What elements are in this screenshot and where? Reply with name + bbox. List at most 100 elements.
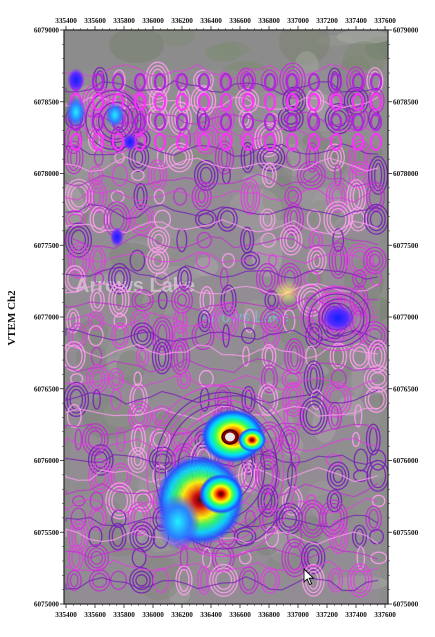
contour-ring — [131, 547, 147, 568]
yellow-glow — [273, 280, 301, 304]
contour-ring — [285, 147, 301, 168]
contour-ring — [331, 245, 346, 276]
contour-ring — [302, 167, 320, 183]
contour-ring — [219, 92, 233, 112]
terrain-patch — [336, 30, 388, 45]
contour-ring — [356, 546, 366, 570]
contour-ring — [325, 453, 342, 467]
contour-ring — [222, 323, 230, 348]
contour-ring — [333, 164, 342, 187]
contour-ring — [256, 143, 286, 172]
contour-ring — [92, 291, 102, 309]
blue-anomaly-north-3 — [123, 133, 137, 151]
contour-ring — [131, 146, 147, 169]
contour-ring — [286, 206, 302, 232]
y-tick-label-left: 6078500 — [34, 98, 60, 106]
contour-ring — [66, 308, 81, 334]
anomaly-contour — [300, 285, 375, 352]
contour-ring — [193, 124, 220, 155]
contour-ring — [371, 159, 386, 192]
contour-ring — [369, 112, 383, 132]
terrain-patch — [205, 43, 242, 62]
x-tick-label-top: 336200 — [171, 17, 193, 25]
y-tick-label-right: 6076500 — [393, 385, 419, 393]
contour-ring — [352, 346, 368, 367]
x-tick-label-bottom: 336000 — [142, 611, 164, 619]
contour-ring — [133, 183, 148, 211]
side-title: VTEM Ch2 — [6, 290, 18, 346]
y-tick-label-left: 6077500 — [34, 242, 60, 250]
contour-ring — [351, 92, 365, 112]
contour-ring — [113, 466, 129, 486]
contour-ring — [74, 428, 83, 451]
contour-ring — [173, 308, 188, 334]
y-tick-label-right: 6077500 — [393, 242, 419, 250]
blue-anomaly-northwest — [66, 96, 86, 128]
contour-ring — [329, 92, 343, 112]
contour-ring — [108, 263, 131, 295]
x-tick-label-bottom: 335600 — [84, 611, 106, 619]
contour-ring — [111, 371, 121, 387]
contour-ring — [153, 166, 162, 185]
contour-ring — [128, 143, 150, 173]
contour-ring — [281, 486, 303, 516]
contour-ring — [368, 253, 381, 268]
contour-ring — [111, 526, 124, 547]
contour-ring — [202, 289, 212, 311]
contour-ring — [108, 485, 132, 516]
main-anomaly-north-2 — [238, 428, 266, 452]
contour-ring — [263, 132, 277, 152]
contour-ring — [199, 286, 215, 315]
contour-ring — [353, 469, 369, 482]
x-tick-label-top: 336600 — [229, 17, 251, 25]
contour-ring — [322, 381, 352, 418]
contour-ring — [281, 369, 303, 389]
contour-ring — [285, 92, 299, 112]
contour-ring — [254, 456, 280, 495]
y-axis-right: 6079000 6078500 6078000 6077500 6077000 60765… — [388, 27, 419, 609]
contour-ring — [91, 132, 105, 152]
x-tick-label-bottom: 336400 — [200, 611, 222, 619]
blue-anomaly-mid — [110, 227, 124, 247]
contour-ring — [303, 544, 323, 571]
contour-ring — [303, 270, 321, 287]
contour-ring — [191, 182, 212, 211]
x-tick-label-bottom: 337600 — [374, 611, 396, 619]
x-axis-top: 335400 335600 335800 336000 336200 336400 3366… — [55, 17, 396, 30]
contour-ring — [219, 132, 233, 152]
x-tick-label-top: 336400 — [200, 17, 222, 25]
contour-ring — [328, 519, 349, 554]
contour-ring — [355, 273, 364, 285]
contour-ring — [328, 242, 349, 279]
contour-ring — [91, 92, 105, 112]
contour-ring — [176, 293, 188, 307]
contour-ring — [363, 365, 388, 393]
contour-ring — [307, 92, 321, 112]
contour-ring — [362, 246, 387, 275]
contour-ring — [111, 72, 125, 92]
contour-ring — [263, 309, 283, 332]
blue-anomaly-north-2 — [67, 68, 85, 92]
contour-ring — [190, 85, 217, 117]
contour-ring — [87, 430, 103, 449]
contour-ring — [363, 203, 388, 235]
contour-ring — [310, 389, 323, 410]
contour-ring — [214, 140, 235, 175]
contour-ring — [351, 132, 365, 152]
contour-ring — [133, 453, 142, 467]
contour-ring — [151, 405, 173, 427]
contour-ring — [257, 460, 277, 492]
contour-ring — [217, 110, 230, 128]
contour-ring — [350, 566, 370, 594]
contour-ring — [369, 210, 383, 228]
contour-ring — [259, 567, 280, 594]
contour-ring — [243, 181, 258, 212]
contour-ring — [368, 508, 379, 529]
anomaly-contour — [308, 293, 365, 343]
contour-line — [65, 405, 379, 421]
contour-ring — [285, 132, 299, 152]
contour-ring — [129, 249, 146, 272]
anomaly-contour — [158, 398, 285, 543]
contour-ring — [157, 323, 168, 348]
